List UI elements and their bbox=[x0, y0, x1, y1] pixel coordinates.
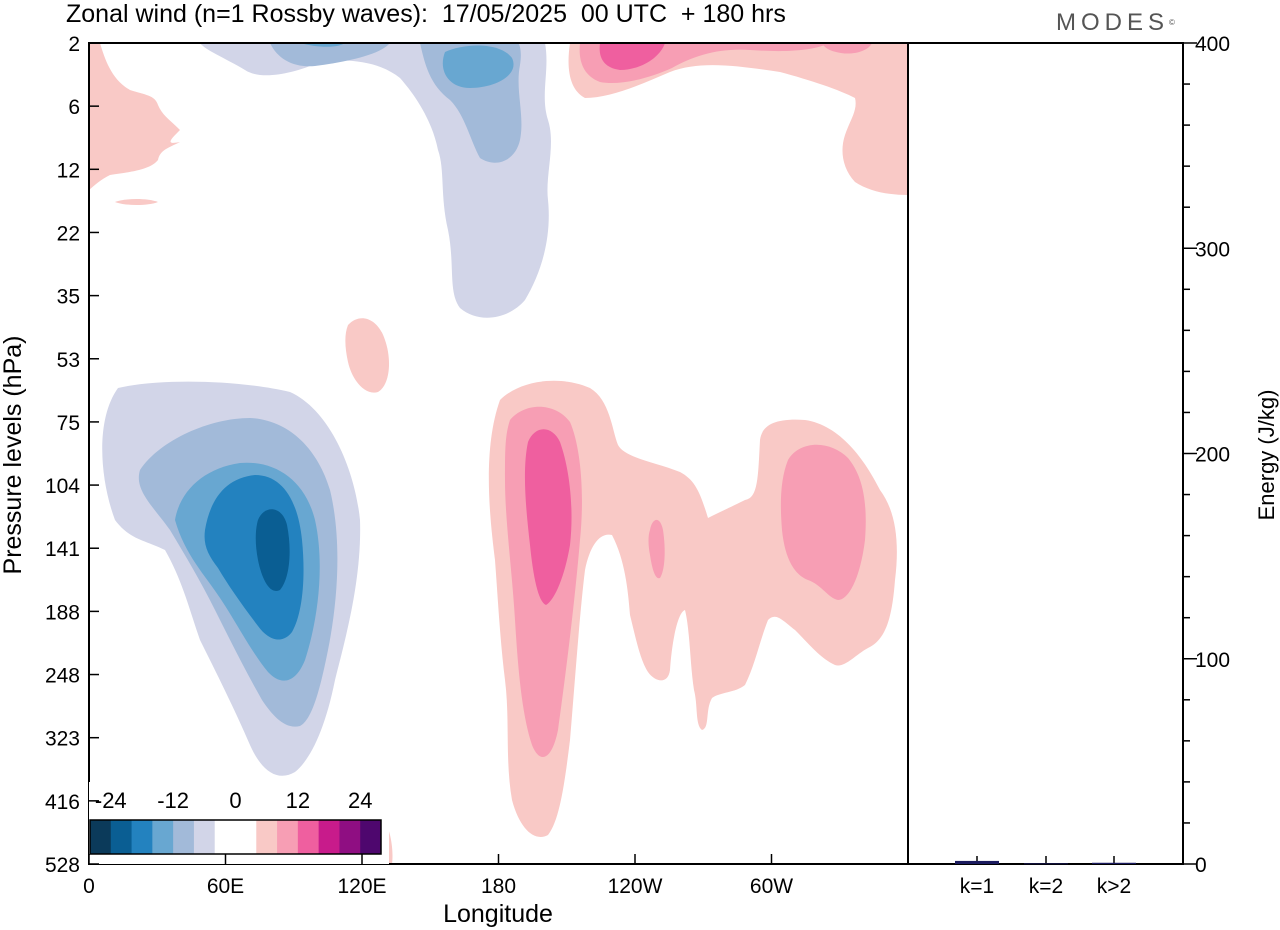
colorbar-cell bbox=[110, 820, 133, 854]
x-tick-label: 60W bbox=[750, 875, 793, 898]
x-tick-label: 180 bbox=[481, 875, 516, 898]
y-tick-label: 248 bbox=[45, 665, 80, 688]
y-tick-label: 75 bbox=[57, 412, 80, 435]
y-tick-label: 416 bbox=[45, 791, 80, 814]
neg-region bbox=[255, 509, 290, 591]
pos-region bbox=[599, 43, 665, 70]
colorbar-cell bbox=[152, 820, 174, 854]
y-tick-label: 53 bbox=[57, 349, 80, 372]
colorbar-label: 12 bbox=[286, 788, 310, 813]
colorbar-border bbox=[89, 819, 382, 855]
energy-category-label: k=1 bbox=[960, 875, 994, 898]
x-tick-label: 0 bbox=[83, 875, 95, 898]
colorbar-label: 24 bbox=[348, 788, 372, 813]
x-axis-label: Longitude bbox=[443, 900, 553, 928]
colorbar-cell bbox=[360, 820, 382, 854]
y-tick-label: 323 bbox=[45, 728, 80, 751]
logo-text: MODES bbox=[1056, 9, 1170, 36]
pos-region bbox=[568, 43, 908, 195]
colorbar-label: 0 bbox=[229, 788, 241, 813]
pos-region bbox=[780, 444, 866, 600]
x-tick-label: 60E bbox=[207, 875, 244, 898]
colorbar-cell bbox=[256, 820, 278, 854]
neg-region bbox=[442, 45, 514, 88]
pos-region bbox=[648, 519, 665, 579]
y-tick-label: 35 bbox=[57, 286, 80, 309]
energy-category-label: k=2 bbox=[1029, 875, 1063, 898]
colorbar-cell bbox=[131, 820, 153, 854]
colorbar-cell bbox=[173, 820, 195, 854]
energy-bar bbox=[1092, 862, 1136, 864]
y-tick-label: 528 bbox=[45, 854, 80, 877]
energy-category-label: k>2 bbox=[1097, 875, 1131, 898]
energy-plot-frame bbox=[907, 42, 1184, 865]
y-axis-label: Pressure levels (hPa) bbox=[0, 336, 27, 575]
y-tick-label: 2 bbox=[68, 33, 80, 56]
energy-tick-label: 400 bbox=[1195, 33, 1230, 56]
energy-tick-label: 0 bbox=[1195, 854, 1207, 877]
energy-tick-label: 100 bbox=[1195, 649, 1230, 672]
y-tick-label: 6 bbox=[68, 96, 80, 119]
colorbar-cell bbox=[193, 820, 216, 854]
pos-region bbox=[115, 199, 158, 205]
energy-axis-label: Energy (J/kg) bbox=[1254, 390, 1279, 521]
y-tick-label: 141 bbox=[45, 538, 80, 561]
copyright-mark: © bbox=[1169, 18, 1175, 27]
modes-logo: MODES© bbox=[1056, 10, 1175, 36]
colorbar-cell bbox=[339, 820, 361, 854]
colorbar-cell bbox=[297, 820, 320, 854]
neg-region bbox=[270, 43, 390, 67]
pos-region bbox=[822, 43, 872, 54]
energy-bar bbox=[1024, 863, 1068, 865]
y-tick-label: 12 bbox=[57, 159, 80, 182]
colorbar-cell bbox=[235, 820, 257, 854]
colorbar: -24 -12 0 12 24 bbox=[89, 782, 389, 864]
colorbar-cell bbox=[214, 820, 236, 854]
y-tick-label: 188 bbox=[45, 601, 80, 624]
pos-region bbox=[345, 318, 390, 393]
x-tick-label: 120W bbox=[608, 875, 663, 898]
pos-region bbox=[524, 429, 572, 605]
pos-region bbox=[89, 43, 180, 190]
x-tick-label: 120E bbox=[337, 875, 386, 898]
y-tick-label: 22 bbox=[57, 222, 80, 245]
energy-tick-label: 200 bbox=[1195, 444, 1230, 467]
y-tick-label: 104 bbox=[45, 475, 80, 498]
energy-bar bbox=[955, 860, 999, 864]
colorbar-cell bbox=[90, 820, 112, 854]
colorbar-cell bbox=[277, 820, 299, 854]
energy-tick-label: 300 bbox=[1195, 238, 1230, 261]
colorbar-cell bbox=[318, 820, 340, 854]
chart-title: Zonal wind (n=1 Rossby waves): 17/05/202… bbox=[66, 0, 786, 28]
colorbar-label: -12 bbox=[157, 788, 189, 813]
wind-field bbox=[89, 43, 908, 864]
colorbar-label: -24 bbox=[95, 788, 127, 813]
